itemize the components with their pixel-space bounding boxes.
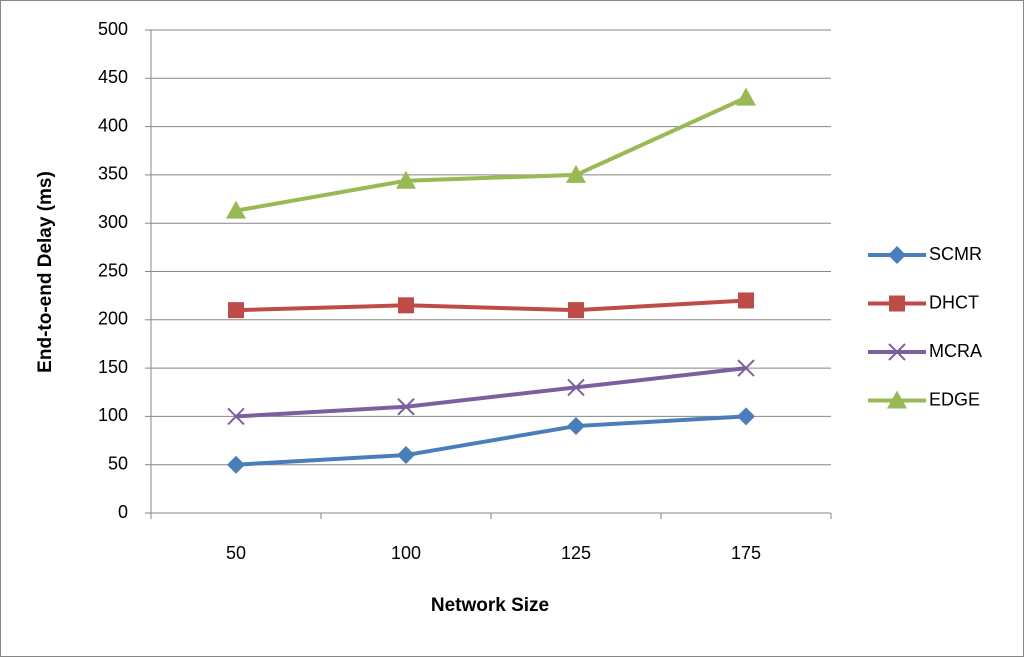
y-tick-label: 400 [98,115,128,135]
x-tick-label: 50 [226,543,246,563]
data-point [397,398,415,416]
y-tick-label: 350 [98,164,128,184]
x-tick-label: 175 [731,543,761,563]
data-point [737,359,755,377]
legend-marker [889,295,905,312]
data-point [227,407,245,426]
y-tick-label: 250 [98,260,128,280]
y-tick-label: 300 [98,212,128,232]
legend-marker [887,390,907,409]
data-point [737,407,755,426]
data-point [567,417,585,436]
legend-label: SCMR [929,244,982,264]
y-tick-label: 500 [98,19,128,39]
y-tick-label: 100 [98,405,128,425]
series-line [235,298,747,313]
data-point [568,302,584,319]
legend-label: MCRA [929,341,982,361]
y-tick-label: 0 [118,502,128,522]
y-tick-label: 150 [98,357,128,377]
series-line [235,95,747,213]
y-axis-title: End-to-end Delay (ms) [35,171,56,373]
data-point [398,297,414,314]
data-point [567,378,585,397]
legend-label: EDGE [929,389,980,409]
y-tick-label: 200 [98,309,128,329]
legend-marker [888,343,906,361]
data-point [228,302,244,319]
data-point [738,292,754,309]
legend-label: DHCT [929,292,979,312]
legend-marker [888,246,906,264]
data-point [736,87,756,106]
x-axis-title: Network Size [431,595,549,616]
data-point [396,170,416,189]
data-point [226,200,246,219]
series-line [235,414,747,467]
x-tick-label: 100 [391,543,421,563]
y-tick-label: 50 [108,453,128,473]
data-point [397,446,415,465]
y-tick-label: 450 [98,67,128,87]
data-point [227,455,245,474]
series-line [235,366,747,419]
data-point [566,164,586,183]
x-tick-label: 125 [561,543,591,563]
